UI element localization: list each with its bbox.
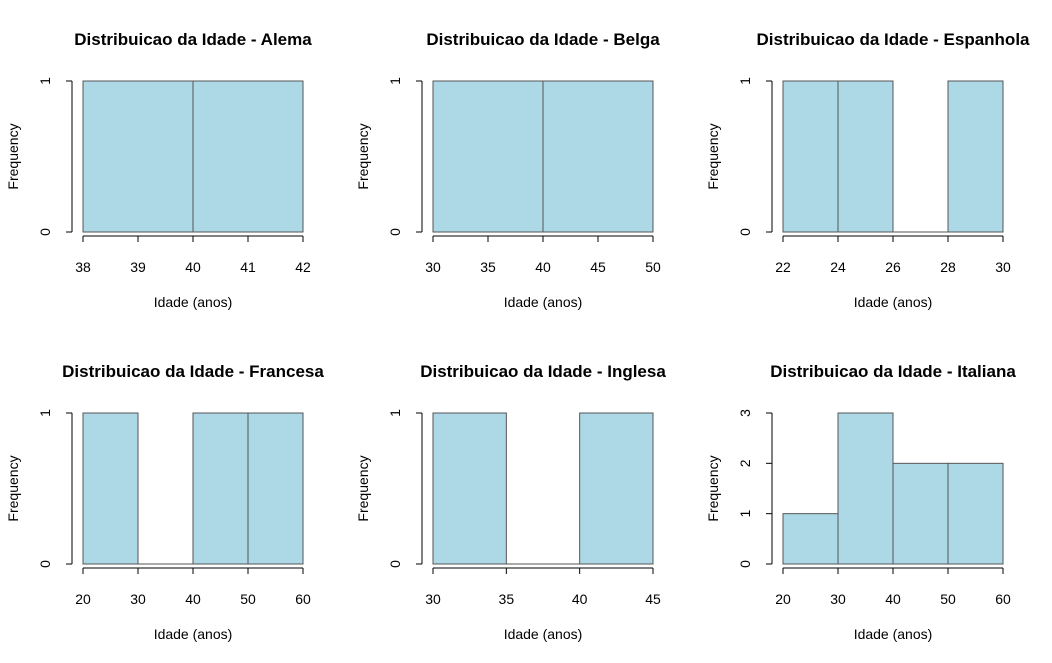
x-tick-label: 30 [830,591,846,607]
x-tick-label: 40 [535,259,551,275]
y-tick-label: 1 [387,77,403,85]
x-tick-label: 45 [645,591,661,607]
y-axis: 01 [37,409,73,568]
histogram-bar [892,462,949,565]
x-tick-label: 40 [572,591,588,607]
y-axis-title: Frequency [355,455,371,521]
y-axis-title: Frequency [705,455,721,521]
y-axis: 0 1 2 3 [737,409,773,568]
y-tick-label: 0 [387,228,403,236]
y-axis: 01 [737,77,773,236]
y-tick-label: 3 [737,409,753,417]
y-tick-label: 0 [387,560,403,568]
x-axis: 38 39 40 41 42 [75,235,311,275]
chart-title: Distribuicao da Idade - Inglesa [420,362,666,381]
x-tick-label: 35 [480,259,496,275]
histogram-bar [247,412,304,565]
histogram-bar [782,513,839,565]
y-axis-title: Frequency [355,123,371,189]
x-axis: 22 24 26 28 30 [775,235,1011,275]
x-tick-label: 22 [775,259,791,275]
x-tick-label: 20 [775,591,791,607]
x-tick-label: 30 [425,259,441,275]
x-tick-label: 26 [885,259,901,275]
x-axis-title: Idade (anos) [854,626,933,642]
x-axis-title: Idade (anos) [854,294,933,310]
x-axis: 30 35 40 45 50 [425,235,661,275]
x-tick-label: 30 [425,591,441,607]
histogram-bar [432,80,544,233]
y-axis-title: Frequency [5,455,21,521]
x-tick-label: 30 [995,259,1011,275]
x-tick-label: 20 [75,591,91,607]
x-tick-label: 50 [645,259,661,275]
x-tick-label: 45 [590,259,606,275]
x-tick-label: 28 [940,259,956,275]
y-axis: 01 [387,409,423,568]
y-tick-label: 0 [37,560,53,568]
x-axis-title: Idade (anos) [154,294,233,310]
y-axis-title: Frequency [705,123,721,189]
y-tick-label: 1 [737,510,753,518]
y-tick-label: 2 [737,459,753,467]
y-tick-label: 1 [37,409,53,417]
y-axis-title: Frequency [5,123,21,189]
x-tick-label: 39 [130,259,146,275]
x-tick-label: 35 [499,591,515,607]
chart-title: Distribuicao da Idade - Francesa [62,362,324,381]
histogram-bar [837,80,894,233]
histogram-bar [579,412,654,565]
x-axis-title: Idade (anos) [154,626,233,642]
chart-title: Distribuicao da Idade - Italiana [770,362,1016,381]
x-tick-label: 41 [240,259,256,275]
y-tick-label: 1 [37,77,53,85]
x-axis-title: Idade (anos) [504,626,583,642]
x-tick-label: 40 [185,259,201,275]
histogram-bar [542,80,654,233]
histogram-bar [192,80,304,233]
chart-title: Distribuicao da Idade - Alema [74,30,312,49]
histogram-bar [947,80,1004,233]
x-tick-label: 24 [830,259,846,275]
x-tick-label: 50 [240,591,256,607]
histogram-panel-6: 20 30 40 50 60 0 1 2 3 Distribuicao da Idade - It… [705,362,1016,642]
x-tick-label: 40 [885,591,901,607]
x-tick-label: 30 [130,591,146,607]
y-tick-label: 0 [737,228,753,236]
chart-title: Distribuicao da Idade - Belga [426,30,660,49]
x-tick-label: 60 [295,591,311,607]
histogram-bar [432,412,507,565]
y-tick-label: 1 [737,77,753,85]
x-tick-label: 40 [185,591,201,607]
y-axis: 01 [37,77,73,236]
y-tick-label: 1 [387,409,403,417]
x-axis: 30 35 40 45 [425,567,661,607]
histogram-bar [782,80,839,233]
histogram-bar [947,462,1004,565]
histogram-bar [192,412,249,565]
histogram-bar [82,80,194,233]
histogram-bar [82,412,139,565]
x-tick-label: 38 [75,259,91,275]
x-tick-label: 60 [995,591,1011,607]
x-tick-label: 50 [940,591,956,607]
chart-title: Distribuicao da Idade - Espanhola [757,30,1031,49]
histogram-bar [837,412,894,565]
x-axis-title: Idade (anos) [504,294,583,310]
y-tick-label: 0 [37,228,53,236]
x-tick-label: 42 [295,259,311,275]
x-axis: 20 30 40 50 60 [75,567,311,607]
y-tick-label: 0 [737,560,753,568]
x-axis: 20 30 40 50 60 [775,567,1011,607]
y-axis: 01 [387,77,423,236]
